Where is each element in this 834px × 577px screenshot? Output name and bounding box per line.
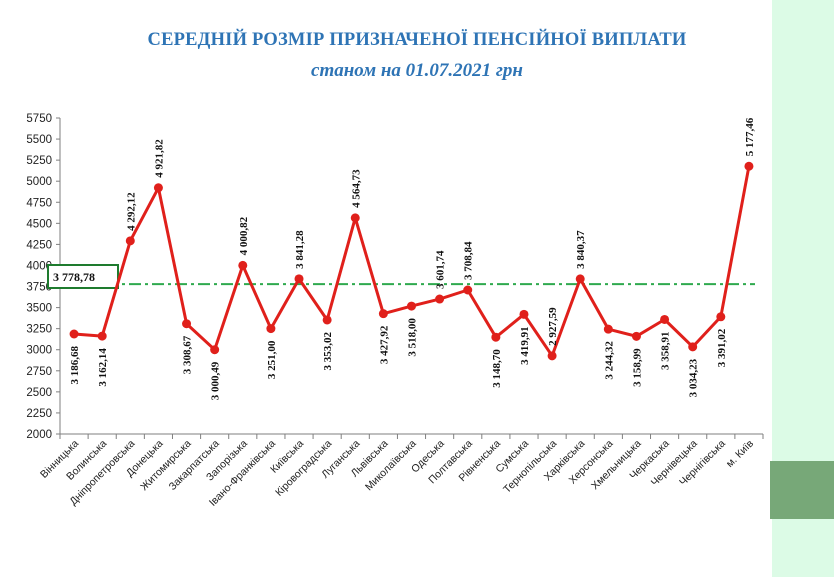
data-label: 4 292,12 bbox=[125, 192, 137, 231]
y-tick-label: 2500 bbox=[26, 387, 52, 399]
data-point bbox=[407, 301, 416, 311]
data-label: 3 601,74 bbox=[435, 250, 447, 289]
data-label: 3 427,92 bbox=[378, 325, 390, 364]
data-point bbox=[266, 324, 276, 334]
data-point bbox=[153, 183, 163, 193]
data-point bbox=[744, 161, 754, 171]
data-point bbox=[238, 260, 248, 270]
data-point bbox=[322, 315, 332, 325]
data-point bbox=[210, 345, 220, 355]
data-point bbox=[463, 285, 473, 295]
data-point bbox=[716, 312, 726, 322]
data-point bbox=[491, 332, 501, 342]
data-label: 4 000,82 bbox=[238, 216, 250, 255]
data-point bbox=[350, 213, 360, 223]
y-tick-label: 3250 bbox=[26, 324, 52, 336]
data-point bbox=[519, 309, 529, 319]
y-tick-label: 3500 bbox=[26, 303, 52, 315]
data-point bbox=[547, 351, 557, 361]
y-tick-label: 2000 bbox=[26, 429, 52, 441]
y-tick-label: 2250 bbox=[26, 408, 52, 420]
data-point bbox=[603, 324, 613, 334]
data-label: 3 358,91 bbox=[660, 331, 672, 370]
y-tick-label: 4750 bbox=[26, 197, 52, 209]
data-label: 3 251,00 bbox=[266, 340, 278, 379]
data-point bbox=[575, 274, 585, 284]
data-point bbox=[660, 314, 670, 324]
y-tick-label: 2750 bbox=[26, 366, 52, 378]
data-label: 3 308,67 bbox=[182, 335, 194, 374]
data-label: 3 000,49 bbox=[210, 361, 222, 400]
data-point bbox=[294, 274, 304, 284]
y-tick-label: 4000 bbox=[26, 260, 52, 272]
data-label: 4 564,73 bbox=[350, 169, 362, 208]
side-accent-block bbox=[770, 461, 834, 519]
data-point bbox=[435, 294, 445, 304]
data-label: 3 841,28 bbox=[294, 230, 306, 269]
data-point bbox=[688, 342, 698, 352]
data-point bbox=[69, 329, 79, 339]
y-tick-label: 5250 bbox=[26, 155, 52, 167]
data-label: 3 034,23 bbox=[688, 358, 700, 397]
average-box bbox=[47, 264, 119, 289]
y-tick-label: 5500 bbox=[26, 134, 52, 146]
data-point bbox=[182, 319, 192, 329]
y-tick-label: 4250 bbox=[26, 239, 52, 251]
data-label: 3 158,99 bbox=[631, 348, 643, 387]
data-point bbox=[125, 236, 135, 246]
data-label: 2 927,59 bbox=[547, 307, 559, 346]
y-tick-label: 3000 bbox=[26, 345, 52, 357]
data-label: 3 244,32 bbox=[603, 341, 615, 380]
y-tick-label: 3750 bbox=[26, 282, 52, 294]
y-tick-label: 5750 bbox=[26, 113, 52, 125]
average-label: 3 778,78 bbox=[53, 270, 95, 284]
data-label: 3 840,37 bbox=[575, 230, 587, 269]
data-label: 3 419,91 bbox=[519, 326, 531, 365]
data-label: 3 162,14 bbox=[97, 348, 109, 387]
data-label: 3 391,02 bbox=[716, 328, 728, 367]
data-label: 3 148,70 bbox=[491, 349, 503, 388]
data-point bbox=[631, 331, 641, 341]
data-point bbox=[97, 331, 107, 341]
line-chart: 2000 2250 2500 2750 3000 3250 3500 3750 4000 4250… bbox=[26, 113, 764, 509]
data-label: 3 708,84 bbox=[463, 241, 475, 280]
chart-title: СЕРЕДНІЙ РОЗМІР ПРИЗНАЧЕНОЇ ПЕНСІЙНОЇ ВИ… bbox=[147, 30, 687, 50]
data-label: 4 921,82 bbox=[153, 139, 165, 178]
x-tick-label: м. Київ bbox=[724, 437, 756, 469]
y-tick-label: 5000 bbox=[26, 176, 52, 188]
y-tick-label: 4500 bbox=[26, 218, 52, 230]
data-label: 5 177,46 bbox=[744, 117, 756, 156]
data-point bbox=[378, 309, 388, 319]
data-label: 3 186,68 bbox=[69, 346, 81, 385]
chart-subtitle: станом на 01.07.2021 грн bbox=[311, 60, 523, 81]
data-label: 3 353,02 bbox=[322, 331, 334, 370]
data-label: 3 518,00 bbox=[407, 318, 419, 357]
